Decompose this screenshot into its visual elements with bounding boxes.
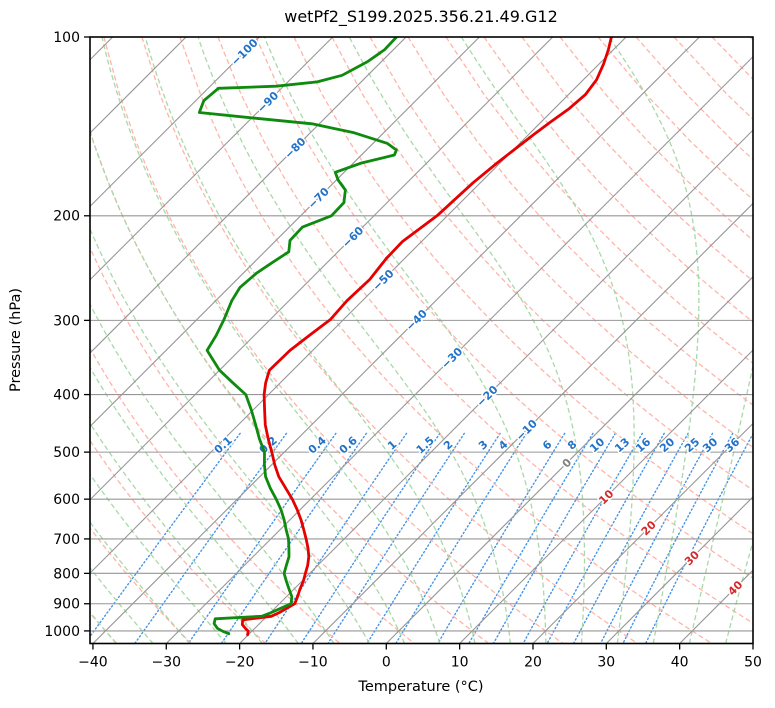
y-axis-label: Pressure (hPa) [8, 288, 24, 392]
y-tick-label: 900 [53, 597, 80, 613]
mixing-ratio-label: 6 [540, 438, 555, 453]
mixing-ratio-label: 1.5 [414, 434, 437, 457]
y-tick-label: 100 [53, 30, 80, 46]
x-axis-label: Temperature (°C) [357, 679, 483, 695]
y-tick-label: 800 [53, 566, 80, 582]
chart-title: wetPf2_S199.2025.356.21.49.G12 [284, 7, 558, 27]
isobars [90, 36, 753, 632]
mixing-ratio-label: 0.4 [306, 434, 329, 457]
sounding-profiles [197, 37, 613, 637]
moist-adiabats [90, 37, 753, 644]
y-tick-label: 1000 [44, 624, 80, 640]
y-tick-label: 600 [53, 492, 80, 508]
x-tick-labels: −40 −30 −20 −10 0 10 20 30 40 50 [78, 643, 762, 671]
x-tick-label: 30 [597, 655, 615, 671]
y-tick-label: 200 [53, 209, 80, 225]
grid-line-labels: −100−90−80−70−60−50−40−30−20−10010203040… [210, 35, 747, 600]
y-tick-label: 500 [53, 445, 80, 461]
y-tick-label: 700 [53, 532, 80, 548]
background-grid [90, 36, 753, 644]
x-tick-label: −30 [152, 655, 182, 671]
isotherms [90, 37, 753, 644]
y-tick-label: 400 [53, 387, 80, 403]
x-tick-label: −20 [225, 655, 255, 671]
y-tick-label: 300 [53, 313, 80, 329]
plot-border [89, 36, 754, 645]
dry-adiabats [90, 37, 753, 644]
x-tick-label: 20 [524, 655, 542, 671]
x-tick-label: 10 [451, 655, 469, 671]
x-tick-label: 50 [744, 655, 762, 671]
x-tick-label: 40 [671, 655, 689, 671]
dewpoint-curve [197, 37, 398, 636]
x-tick-label: −10 [298, 655, 328, 671]
x-tick-label: −40 [78, 655, 108, 671]
mixing-ratio-label: 4 [496, 438, 511, 453]
temperature-curve [240, 37, 613, 637]
axes-frame: −40 −30 −20 −10 0 10 20 30 40 5010020030040050060… [44, 30, 762, 671]
y-tick-labels: 100 200 300 400 500 600 700 800 900 1000 [44, 30, 90, 640]
x-tick-label: 0 [382, 655, 391, 671]
